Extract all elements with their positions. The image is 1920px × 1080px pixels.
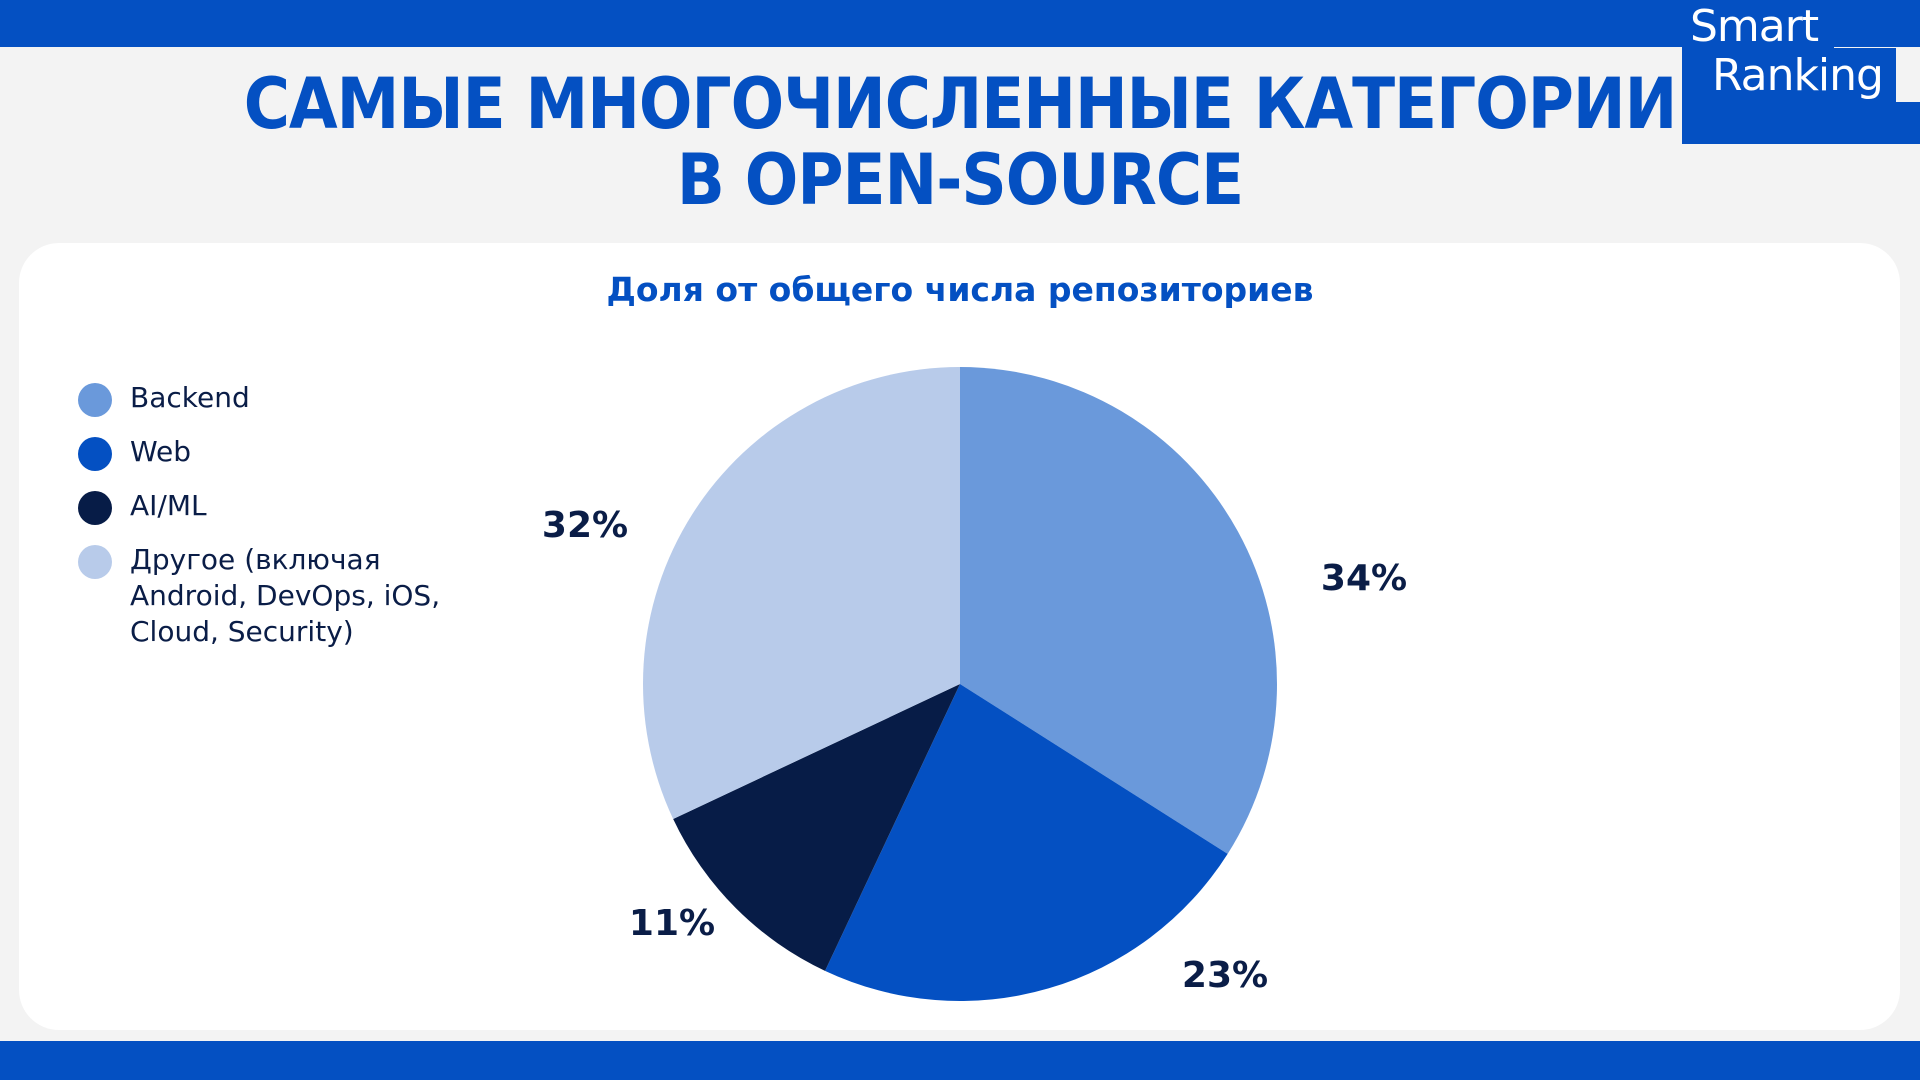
pie-slices: [643, 367, 1277, 1001]
legend-label-backend: Backend: [130, 381, 250, 414]
pie-label-ai-ml: 11%: [629, 903, 715, 944]
legend-item-ai-ml: AI/ML: [78, 488, 498, 525]
pie-label-backend: 34%: [1321, 558, 1407, 599]
legend-swatch-web: [78, 437, 112, 471]
legend-label-other: Другое (включая Android, DevOps, iOS, Cl…: [130, 543, 441, 648]
pie-slice-web: [825, 684, 1228, 1001]
legend-swatch-ai-ml: [78, 491, 112, 525]
legend-label-web: Web: [130, 435, 192, 468]
pie-slice-backend: [960, 367, 1277, 854]
logo-text-ranking: Ranking: [1712, 50, 1884, 101]
legend-item-backend: Backend: [78, 380, 498, 417]
legend-label-ai-ml: AI/ML: [130, 489, 207, 522]
pie-slice-ai-ml: [673, 684, 960, 971]
page-title-line-1: САМЫЕ МНОГОЧИСЛЕННЫЕ КАТЕГОРИИ: [243, 63, 1678, 145]
logo-text-smart: Smart: [1690, 1, 1819, 52]
chart-legend: Backend Web AI/ML Другое (включая Androi…: [78, 380, 498, 668]
legend-swatch-other: [78, 545, 112, 579]
page-title-line-2: В OPEN-SOURCE: [676, 139, 1244, 221]
bottom-bar: [0, 1041, 1920, 1080]
pie-label-web: 23%: [1182, 955, 1268, 996]
smart-ranking-logo[interactable]: Smart Ranking: [1682, 0, 1920, 144]
legend-item-other: Другое (включая Android, DevOps, iOS, Cl…: [78, 542, 470, 650]
legend-item-web: Web: [78, 434, 498, 471]
logo-block-middle: [1682, 48, 1896, 102]
logo-block-bottom: [1682, 102, 1920, 144]
legend-swatch-backend: [78, 383, 112, 417]
pie-slice-other: [643, 367, 960, 819]
logo-block-top: [1682, 0, 1834, 48]
pie-labels: 34% 23% 11% 32%: [542, 505, 1407, 996]
top-bar: [0, 0, 1920, 47]
page-title: САМЫЕ МНОГОЧИСЛЕННЫЕ КАТЕГОРИИ В OPEN-SO…: [230, 66, 1690, 218]
chart-title: Доля от общего числа репозиториев: [606, 270, 1314, 309]
pie-label-other: 32%: [542, 505, 628, 546]
